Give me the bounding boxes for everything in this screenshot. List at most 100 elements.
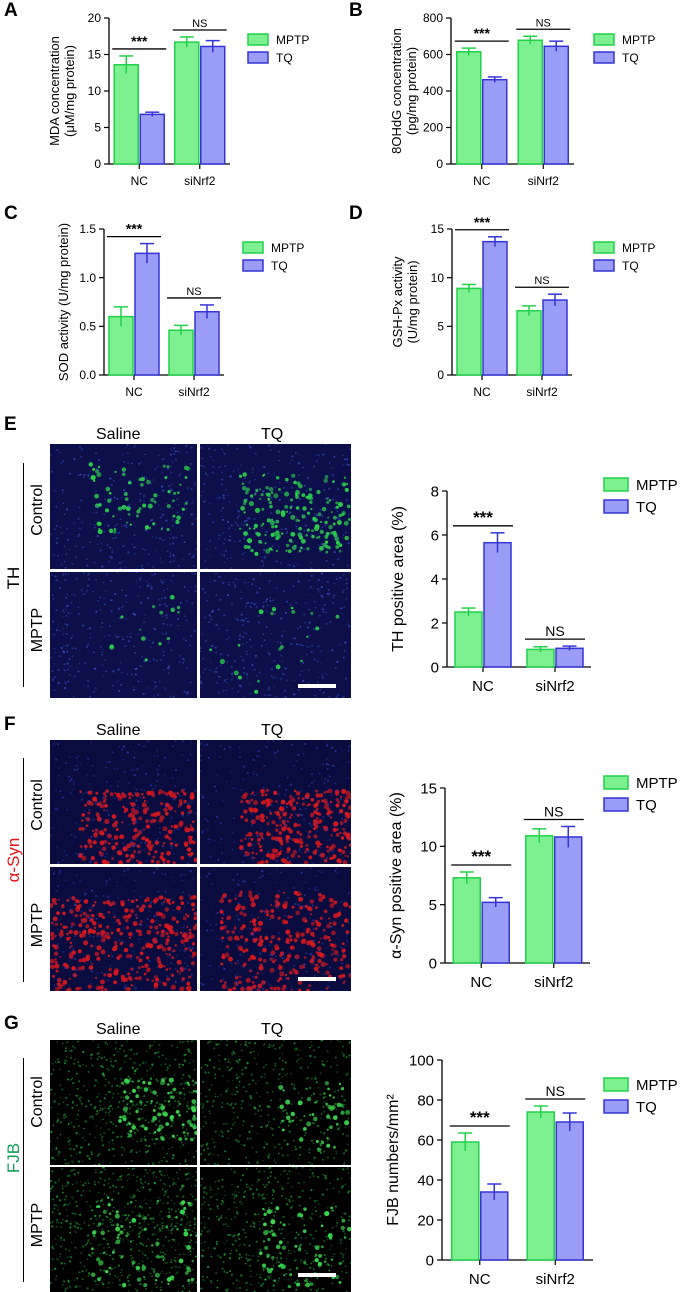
background-speck bbox=[223, 452, 224, 453]
background-speck bbox=[128, 849, 130, 851]
background-speck bbox=[92, 591, 93, 592]
background-speck bbox=[337, 488, 339, 490]
background-speck bbox=[252, 933, 254, 935]
background-speck bbox=[252, 976, 254, 978]
stained-cell bbox=[172, 499, 175, 502]
background-speck bbox=[195, 813, 197, 815]
stained-cell bbox=[139, 1100, 143, 1104]
background-speck bbox=[186, 600, 188, 602]
background-speck bbox=[348, 542, 350, 544]
background-speck bbox=[161, 1222, 163, 1224]
background-speck bbox=[170, 821, 172, 823]
background-speck bbox=[156, 920, 157, 921]
stained-cell bbox=[79, 790, 82, 793]
background-speck bbox=[278, 1153, 280, 1155]
background-speck bbox=[233, 932, 235, 934]
background-speck bbox=[229, 536, 231, 538]
background-speck bbox=[317, 661, 319, 663]
stained-cell bbox=[316, 490, 320, 494]
stained-cell bbox=[327, 1088, 330, 1091]
background-speck bbox=[105, 590, 107, 592]
background-speck bbox=[179, 655, 181, 657]
background-speck bbox=[138, 967, 140, 969]
background-speck bbox=[239, 472, 240, 473]
background-speck bbox=[231, 666, 233, 668]
background-speck bbox=[222, 532, 224, 534]
stained-cell bbox=[166, 860, 170, 864]
micrograph-e-saline-control-image bbox=[50, 444, 197, 569]
stained-cell bbox=[140, 952, 144, 956]
stained-cell bbox=[71, 966, 76, 971]
background-speck bbox=[232, 1051, 234, 1053]
background-speck bbox=[155, 785, 157, 787]
background-speck bbox=[106, 1094, 108, 1096]
stained-cell bbox=[117, 850, 122, 855]
background-speck bbox=[64, 663, 66, 665]
background-speck bbox=[298, 462, 300, 464]
background-speck bbox=[348, 746, 349, 747]
background-speck bbox=[227, 1130, 229, 1132]
background-speck bbox=[283, 487, 285, 489]
background-speck bbox=[305, 808, 307, 810]
background-speck bbox=[136, 1181, 138, 1183]
background-speck bbox=[172, 462, 173, 463]
background-speck bbox=[327, 497, 328, 498]
background-speck bbox=[236, 944, 238, 946]
stained-cell bbox=[59, 932, 64, 937]
background-speck bbox=[115, 1041, 117, 1043]
background-speck bbox=[143, 1061, 144, 1062]
background-speck bbox=[65, 1097, 67, 1099]
background-speck bbox=[107, 933, 109, 935]
background-speck bbox=[127, 868, 129, 870]
stained-cell bbox=[257, 838, 261, 842]
background-speck bbox=[169, 543, 171, 545]
background-speck bbox=[98, 600, 99, 601]
background-speck bbox=[309, 1047, 311, 1049]
stained-cell bbox=[144, 1087, 149, 1092]
background-speck bbox=[167, 956, 169, 958]
stained-cell bbox=[116, 793, 121, 798]
background-speck bbox=[260, 1110, 262, 1112]
stained-cell bbox=[281, 800, 286, 805]
background-speck bbox=[337, 1128, 339, 1130]
background-speck bbox=[76, 874, 78, 876]
background-speck bbox=[111, 1220, 113, 1222]
background-speck bbox=[316, 1081, 318, 1083]
background-speck bbox=[242, 813, 244, 815]
background-speck bbox=[112, 1108, 113, 1109]
stained-cell bbox=[128, 513, 131, 516]
background-speck bbox=[87, 629, 88, 630]
micrograph-e-saline-mptp-image bbox=[50, 572, 197, 698]
background-speck bbox=[88, 989, 89, 990]
background-speck bbox=[265, 981, 267, 983]
background-speck bbox=[327, 802, 329, 804]
background-speck bbox=[194, 554, 195, 555]
stained-cell bbox=[248, 832, 253, 837]
background-speck bbox=[248, 1162, 250, 1164]
stained-cell bbox=[279, 1105, 284, 1110]
background-speck bbox=[128, 505, 130, 507]
background-speck bbox=[255, 488, 257, 490]
background-speck bbox=[211, 978, 213, 980]
background-speck bbox=[118, 617, 120, 619]
background-speck bbox=[165, 1262, 166, 1263]
background-speck bbox=[295, 1148, 297, 1150]
stained-cell bbox=[342, 482, 347, 487]
stained-cell bbox=[255, 976, 258, 979]
stained-cell bbox=[294, 970, 299, 975]
stained-cell bbox=[114, 835, 119, 840]
background-speck bbox=[280, 562, 281, 563]
stained-cell bbox=[254, 552, 258, 556]
background-speck bbox=[63, 628, 65, 630]
background-speck bbox=[171, 1045, 173, 1047]
background-speck bbox=[243, 779, 245, 781]
background-speck bbox=[120, 1272, 121, 1273]
background-speck bbox=[194, 590, 196, 592]
background-speck bbox=[83, 1128, 84, 1129]
background-speck bbox=[294, 903, 296, 905]
background-speck bbox=[85, 1244, 87, 1246]
background-speck bbox=[296, 517, 297, 518]
stained-cell bbox=[296, 506, 300, 510]
stained-cell bbox=[307, 1097, 311, 1101]
stained-cell bbox=[172, 901, 175, 904]
